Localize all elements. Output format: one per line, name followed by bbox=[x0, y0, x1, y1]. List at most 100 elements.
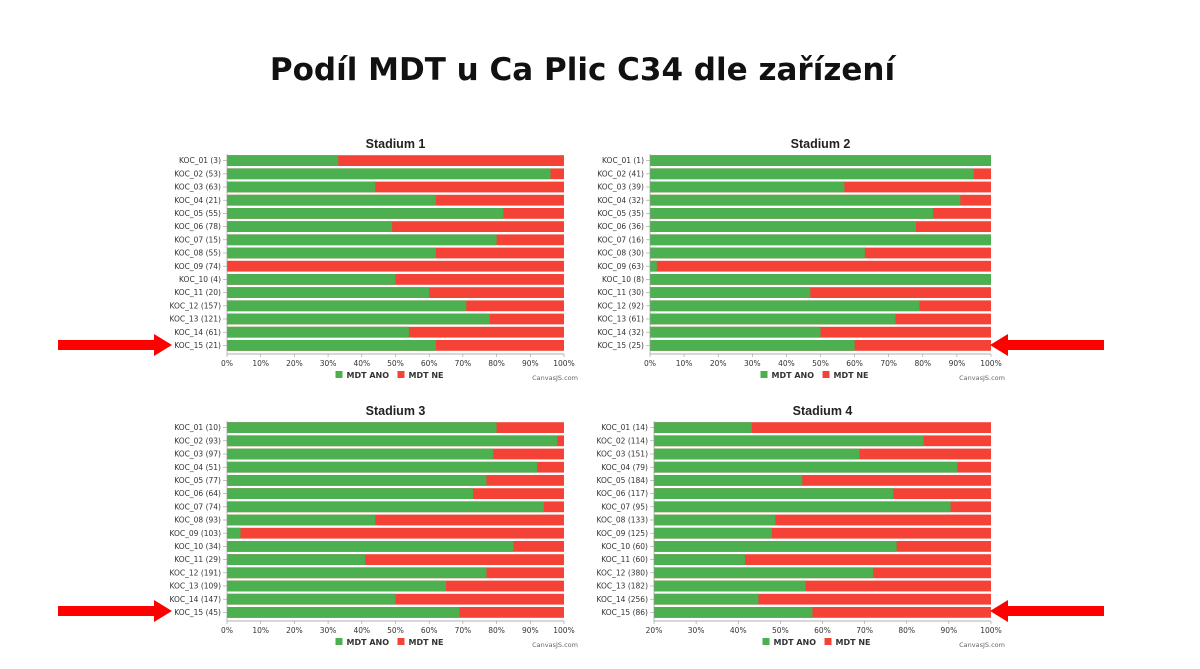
category-label: KOC_05 (55) bbox=[174, 209, 221, 218]
bar-mdt-ano bbox=[650, 234, 991, 246]
bar-mdt-ne bbox=[227, 155, 564, 166]
chart-stadium-3: Stadium 3 KOC_01 (10) KOC_02 (93) KOC_03 (9… bbox=[170, 404, 579, 649]
category-label: KOC_06 (64) bbox=[174, 489, 221, 498]
arrow-left-icon bbox=[990, 334, 1104, 356]
bar-mdt-ano bbox=[650, 260, 657, 272]
bar-mdt-ano bbox=[227, 475, 487, 486]
legend-label: MDT NE bbox=[409, 638, 444, 647]
category-label: KOC_12 (191) bbox=[170, 568, 222, 577]
chart-credit: CanvasJS.com bbox=[959, 641, 1005, 649]
x-tick-label: 70% bbox=[455, 626, 472, 635]
bar-mdt-ano bbox=[227, 567, 487, 579]
bar-mdt-ano bbox=[227, 593, 396, 605]
category-label: KOC_06 (78) bbox=[174, 222, 221, 231]
bar-mdt-ne bbox=[227, 554, 564, 565]
bar-mdt-ano bbox=[227, 435, 558, 447]
category-label: KOC_05 (184) bbox=[597, 476, 649, 485]
category-label: KOC_10 (8) bbox=[602, 275, 644, 284]
bar-mdt-ne bbox=[654, 527, 991, 539]
category-label: KOC_09 (74) bbox=[174, 262, 221, 271]
x-tick-label: 40% bbox=[353, 359, 370, 368]
category-label: KOC_15 (21) bbox=[174, 341, 221, 350]
chart-title: Stadium 1 bbox=[366, 137, 426, 151]
category-label: KOC_02 (41) bbox=[597, 169, 644, 178]
chart-credit: CanvasJS.com bbox=[532, 374, 578, 382]
x-tick-label: 10% bbox=[676, 359, 693, 368]
bar-mdt-ano bbox=[650, 340, 855, 351]
x-tick-label: 80% bbox=[898, 626, 915, 635]
category-label: KOC_02 (114) bbox=[597, 436, 649, 445]
bar-mdt-ne bbox=[227, 181, 564, 193]
category-label: KOC_10 (4) bbox=[179, 275, 221, 284]
category-label: KOC_15 (86) bbox=[601, 608, 648, 617]
category-label: KOC_05 (35) bbox=[597, 209, 644, 218]
bar-mdt-ano bbox=[227, 422, 497, 433]
bar-mdt-ano bbox=[654, 527, 772, 539]
category-label: KOC_04 (21) bbox=[174, 196, 221, 205]
x-tick-label: 10% bbox=[252, 359, 269, 368]
bar-mdt-ne bbox=[227, 527, 564, 539]
category-label: KOC_01 (3) bbox=[179, 156, 221, 165]
legend-label: MDT NE bbox=[409, 371, 444, 380]
legend-swatch bbox=[397, 638, 405, 645]
bar-mdt-ne bbox=[227, 260, 564, 272]
bar-mdt-ne bbox=[654, 514, 991, 526]
x-tick-label: 90% bbox=[941, 626, 958, 635]
bar-mdt-ne bbox=[654, 475, 991, 486]
x-tick-label: 50% bbox=[812, 359, 829, 368]
bar-mdt-ano bbox=[227, 247, 436, 259]
x-tick-label: 20% bbox=[646, 626, 663, 635]
bar-mdt-ano bbox=[227, 340, 436, 351]
bar-mdt-ano bbox=[227, 554, 366, 565]
x-tick-label: 100% bbox=[553, 359, 574, 368]
chart-title: Stadium 2 bbox=[791, 137, 851, 151]
bar-mdt-ano bbox=[227, 274, 396, 285]
x-tick-label: 10% bbox=[252, 626, 269, 635]
bar-mdt-ano bbox=[227, 461, 538, 473]
bar-mdt-ano bbox=[654, 607, 813, 618]
x-tick-label: 50% bbox=[772, 626, 789, 635]
chart-title: Stadium 4 bbox=[793, 404, 853, 418]
bar-mdt-ano bbox=[654, 567, 874, 579]
x-tick-label: 70% bbox=[856, 626, 873, 635]
x-tick-label: 30% bbox=[320, 626, 337, 635]
bar-mdt-ano bbox=[654, 435, 924, 447]
bar-mdt-ne bbox=[654, 593, 991, 605]
bar-mdt-ne bbox=[650, 260, 991, 272]
chart-credit: CanvasJS.com bbox=[959, 374, 1005, 382]
category-label: KOC_14 (61) bbox=[174, 328, 221, 337]
x-tick-label: 60% bbox=[421, 359, 438, 368]
category-label: KOC_04 (79) bbox=[601, 463, 648, 472]
bar-mdt-ano bbox=[227, 234, 497, 246]
bar-mdt-ano bbox=[654, 501, 951, 513]
legend-swatch bbox=[760, 371, 768, 378]
bar-mdt-ano bbox=[227, 208, 504, 219]
bar-mdt-ano bbox=[650, 287, 811, 298]
bar-mdt-ano bbox=[650, 313, 896, 325]
x-tick-label: 60% bbox=[846, 359, 863, 368]
x-tick-label: 60% bbox=[421, 626, 438, 635]
x-tick-label: 90% bbox=[522, 359, 539, 368]
category-label: KOC_04 (32) bbox=[597, 196, 644, 205]
bar-mdt-ano bbox=[227, 313, 490, 325]
bar-mdt-ano bbox=[650, 221, 916, 232]
bar-mdt-ano bbox=[227, 155, 339, 166]
category-label: KOC_08 (55) bbox=[174, 249, 221, 258]
bar-mdt-ano bbox=[227, 488, 474, 499]
category-label: KOC_09 (125) bbox=[597, 529, 649, 538]
x-tick-label: 0% bbox=[221, 359, 233, 368]
bar-mdt-ano bbox=[227, 300, 467, 312]
bar-mdt-ano bbox=[227, 501, 544, 513]
bar-mdt-ano bbox=[654, 475, 803, 486]
bar-mdt-ano bbox=[650, 155, 991, 166]
bar-mdt-ano bbox=[650, 300, 920, 312]
x-tick-label: 20% bbox=[710, 359, 727, 368]
category-label: KOC_03 (97) bbox=[174, 450, 221, 459]
x-tick-label: 40% bbox=[730, 626, 747, 635]
arrow-right-icon bbox=[58, 600, 172, 622]
bar-mdt-ano bbox=[654, 554, 745, 565]
bar-mdt-ano bbox=[654, 541, 897, 552]
category-label: KOC_01 (14) bbox=[601, 423, 648, 432]
legend-swatch bbox=[397, 371, 405, 378]
bar-mdt-ne bbox=[654, 607, 991, 618]
